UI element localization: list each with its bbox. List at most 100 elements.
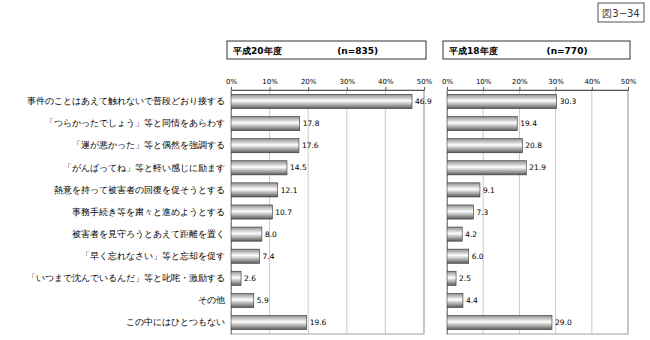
x-tick: 40%	[378, 78, 394, 90]
data-label: 2.6	[244, 274, 256, 283]
figure-label: 図3−34	[602, 8, 639, 19]
grid-line	[346, 90, 347, 334]
y-tick: 被害者を見守ろうとあえて距離を置く	[72, 229, 231, 239]
data-label: 4.2	[465, 230, 477, 239]
grid-line	[555, 90, 556, 334]
panel-header: 平成18年度 (n=770)	[443, 41, 630, 59]
bar	[231, 183, 278, 197]
data-label: 10.7	[275, 208, 292, 217]
bar	[447, 94, 557, 108]
x-tick-mark	[483, 87, 484, 90]
x-tick-label: 30%	[340, 78, 356, 86]
x-tick: 10%	[476, 78, 492, 90]
bar	[447, 249, 469, 263]
x-tick-mark	[592, 87, 593, 90]
panel-title: 平成18年度	[448, 46, 498, 56]
panel: 平成20年度 (n=835) 0% 10% 20% 30% 40% 50% 事件のことはあえて触…	[27, 41, 433, 335]
y-tick: 事務手続き等を粛々と進めようとする	[72, 207, 231, 217]
data-label: 4.4	[466, 296, 478, 305]
bar	[231, 293, 254, 307]
x-tick: 20%	[301, 78, 317, 90]
header-frame	[227, 41, 426, 59]
data-label: 5.9	[257, 296, 269, 305]
x-tick-label: 50%	[621, 78, 637, 86]
data-labels: 30.319.420.821.99.17.34.26.02.54.429.0	[459, 97, 577, 327]
figure-label-frame	[598, 3, 644, 22]
x-tick-mark	[347, 87, 348, 90]
data-label: 7.4	[263, 252, 275, 261]
figure-label-box: 図3−34	[598, 3, 644, 22]
category-label: 「いつまで沈んでいるんだ」等と叱咤・激励する	[27, 273, 225, 283]
data-label: 17.6	[302, 141, 319, 150]
x-tick-mark	[424, 87, 425, 90]
x-tick: 50%	[417, 78, 433, 90]
y-tick: 「いつまで沈んでいるんだ」等と叱咤・激励する	[27, 273, 231, 283]
y-tick: 「運が悪かった」等と偶然を強調する	[72, 140, 231, 150]
grid	[231, 90, 424, 334]
bar	[231, 205, 272, 219]
x-tick-label: 20%	[301, 78, 317, 86]
bar	[447, 227, 462, 241]
bar	[447, 161, 526, 175]
data-label: 2.5	[459, 274, 471, 283]
grid-line	[628, 90, 629, 334]
bar	[231, 315, 307, 329]
plot-frame	[231, 90, 424, 334]
x-tick-mark	[519, 87, 520, 90]
y-tick: 「つらかったでしょう」等と同情をあらわす	[45, 118, 231, 128]
data-label: 8.0	[265, 230, 277, 239]
y-tick: 事件のことはあえて触れないで普段どおり接する	[27, 96, 231, 106]
x-tick: 30%	[340, 78, 356, 90]
bar	[447, 293, 463, 307]
category-label: 事務手続き等を粛々と進めようとする	[72, 207, 225, 217]
bar	[447, 205, 473, 219]
x-tick-label: 40%	[585, 78, 601, 86]
panel-subtitle: (n=770)	[547, 46, 588, 56]
x-tick-mark	[231, 87, 232, 90]
bar	[231, 271, 241, 285]
bar	[231, 249, 260, 263]
bar	[231, 117, 300, 131]
header-frame	[443, 41, 630, 59]
category-label: 「運が悪かった」等と偶然を強調する	[72, 140, 225, 150]
panel-title: 平成20年度	[232, 46, 282, 56]
data-label: 20.8	[525, 141, 542, 150]
data-label: 46.9	[415, 97, 432, 106]
x-tick-mark	[308, 87, 309, 90]
bars	[447, 94, 557, 329]
data-label: 17.8	[303, 119, 320, 128]
data-label: 30.3	[560, 97, 577, 106]
x-tick-label: 50%	[417, 78, 433, 86]
data-label: 12.1	[281, 186, 298, 195]
x-tick-label: 0%	[226, 78, 237, 86]
chart-canvas: 図3−34 平成20年度 (n=835) 0% 10% 20% 30% 40% 50% 事件のこと…	[0, 0, 650, 340]
category-label: 熱意を持って被害者の回復を促そうとする	[54, 185, 225, 195]
x-tick-mark	[447, 87, 448, 90]
category-label: 「早く忘れなさい」等と忘却を促す	[81, 251, 225, 261]
data-label: 9.1	[483, 186, 495, 195]
panel: 平成18年度 (n=770) 0% 10% 20% 30% 40% 50% 30.3 19.4 20…	[442, 41, 637, 335]
x-tick: 10%	[262, 78, 278, 90]
panel-header: 平成20年度 (n=835)	[227, 41, 426, 59]
data-label: 29.0	[555, 318, 572, 327]
bars	[231, 94, 412, 329]
grid-line	[385, 90, 386, 334]
bar	[231, 227, 262, 241]
x-tick-label: 20%	[512, 78, 528, 86]
category-label: この中にはひとつもない	[126, 317, 225, 327]
x-tick-mark	[556, 87, 557, 90]
bar	[447, 271, 456, 285]
data-label: 7.3	[476, 208, 488, 217]
y-tick: 「早く忘れなさい」等と忘却を促す	[81, 251, 231, 261]
data-label: 19.4	[520, 119, 537, 128]
x-axis: 0% 10% 20% 30% 40% 50%	[442, 78, 637, 91]
bar	[231, 94, 412, 108]
x-tick: 30%	[548, 78, 564, 90]
bar	[447, 315, 552, 329]
panel-subtitle: (n=835)	[337, 46, 378, 56]
x-tick-label: 30%	[548, 78, 564, 86]
y-tick: 熱意を持って被害者の回復を促そうとする	[54, 185, 231, 195]
category-label: その他	[198, 295, 225, 305]
bar	[231, 161, 287, 175]
x-tick: 0%	[442, 78, 453, 90]
